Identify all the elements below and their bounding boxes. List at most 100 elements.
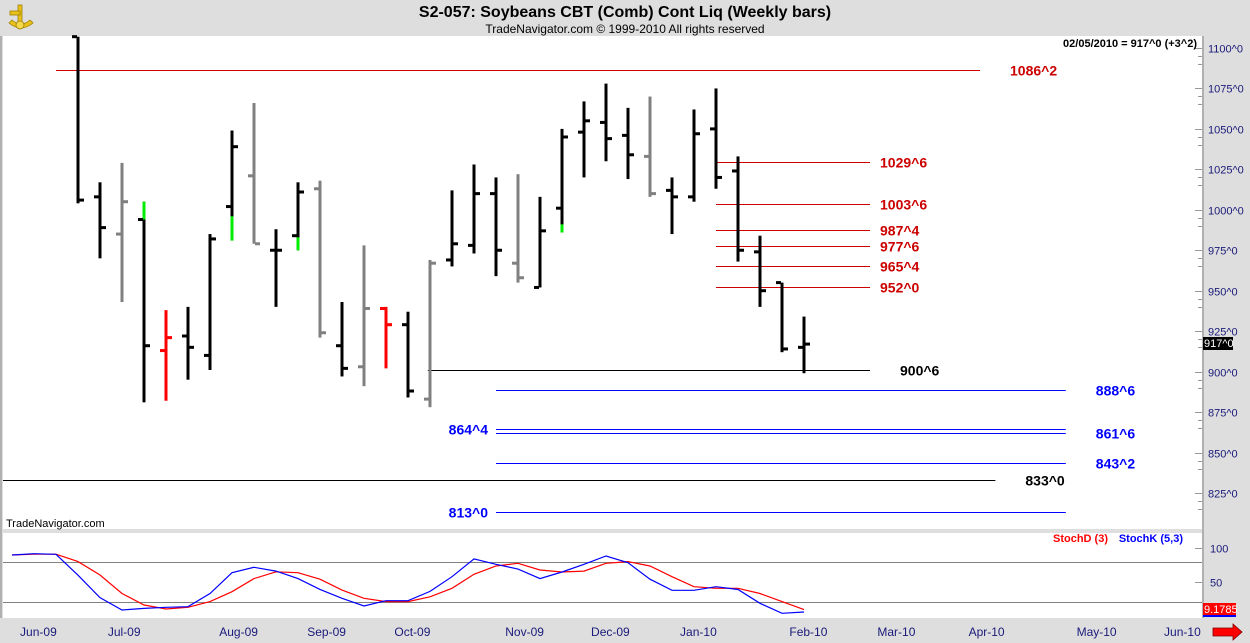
stoch-y-tick-label: 50 — [1210, 578, 1222, 590]
bar-open-tick — [776, 281, 781, 285]
x-tick-label: Jul-09 — [108, 625, 141, 639]
bar-range — [362, 245, 366, 387]
bar-range — [472, 164, 476, 254]
price-panel[interactable] — [3, 36, 1202, 529]
ohlc-bar — [402, 311, 414, 398]
bar-close-tick — [299, 190, 304, 194]
bar-open-tick — [556, 206, 561, 210]
title-bar: S2-057: Soybeans CBT (Comb) Cont Liq (We… — [0, 0, 1250, 36]
y-tick-label: 975^0 — [1208, 246, 1238, 258]
bar-open-tick — [138, 218, 143, 222]
bar-open-tick — [578, 130, 583, 134]
legend-stochd: StochD (3) — [1053, 533, 1108, 545]
stoch-panel[interactable] — [3, 533, 1202, 618]
bar-highlight — [296, 237, 300, 251]
x-tick-label: Jan-10 — [680, 625, 717, 639]
bar-close-tick — [321, 331, 326, 335]
bar-close-tick — [651, 192, 656, 196]
bar-range — [538, 196, 542, 288]
x-tick-label: Dec-09 — [591, 625, 630, 639]
level-label: 864^4 — [449, 422, 489, 438]
bar-open-tick — [644, 154, 649, 158]
bar-range — [494, 177, 498, 277]
date-axis: Jun-09 Jul-09 Aug-09 Sep-09 Oct-09 Nov-09 Dec-… — [20, 625, 1201, 639]
bar-open-tick — [182, 334, 187, 338]
bar-range — [692, 109, 696, 202]
last-stoch-badge — [1203, 603, 1236, 616]
ohlc-bar — [248, 103, 260, 246]
bar-close-tick — [585, 119, 590, 123]
level-label: 977^6 — [880, 239, 920, 255]
bar-close-tick — [255, 242, 260, 246]
ohlc-bar — [798, 316, 810, 374]
bar-open-tick — [534, 285, 539, 289]
ohlc-bar — [204, 234, 216, 370]
y-tick-label: 1000^0 — [1208, 206, 1244, 218]
level-label: 888^6 — [1096, 383, 1136, 399]
y-tick-label: 925^0 — [1208, 327, 1238, 339]
bar-close-tick — [387, 323, 392, 327]
bar-range — [76, 36, 80, 204]
scroll-right-arrow-icon[interactable] — [1212, 623, 1243, 641]
bar-close-tick — [761, 289, 766, 293]
ohlc-bar — [292, 182, 304, 251]
ohlc-bar — [578, 101, 590, 178]
ohlc-bar — [776, 281, 788, 353]
ohlc-bar — [358, 245, 370, 387]
ohlc-bar — [336, 302, 348, 377]
bar-open-tick — [402, 323, 407, 327]
bar-open-tick — [490, 192, 495, 196]
y-tick-label: 1025^0 — [1208, 165, 1244, 177]
bar-close-tick — [365, 306, 370, 310]
bar-range — [780, 282, 784, 353]
bar-close-tick — [805, 342, 810, 346]
ohlc-bar — [226, 130, 238, 241]
ohlc-bar — [710, 88, 722, 189]
level-label: 987^4 — [880, 223, 920, 239]
price-axis: 1100^0 1075^0 1050^0 1025^0 1000^0 975^0 950^0… — [1195, 44, 1244, 510]
bar-close-tick — [541, 229, 546, 233]
watermark: TradeNavigator.com — [6, 518, 105, 530]
bar-open-tick — [116, 232, 121, 236]
bar-range — [98, 182, 102, 259]
bar-range — [274, 229, 278, 307]
stoch-line-stochd — [11, 553, 805, 611]
bar-close-tick — [101, 226, 106, 230]
x-tick-label: Feb-10 — [789, 625, 827, 639]
bar-open-tick — [292, 234, 297, 238]
ohlc-bar — [380, 306, 392, 369]
ohlc-bar — [72, 35, 84, 204]
bar-open-tick — [754, 250, 759, 254]
bar-open-tick — [424, 397, 429, 401]
y-tick-label: 900^0 — [1208, 368, 1238, 380]
stoch-y-tick-label: 100 — [1210, 544, 1228, 556]
y-tick-label: 850^0 — [1208, 449, 1238, 461]
bar-range — [208, 234, 212, 370]
bar-range — [582, 101, 586, 178]
bar-open-tick — [710, 127, 715, 131]
y-tick-label: 1100^0 — [1208, 44, 1243, 56]
x-tick-label: Sep-09 — [307, 625, 346, 639]
bar-range — [384, 306, 388, 369]
level-label: 965^4 — [880, 259, 920, 275]
chart-title: S2-057: Soybeans CBT (Comb) Cont Liq (We… — [418, 4, 832, 21]
bar-range — [714, 88, 718, 189]
y-tick-label: 1050^0 — [1208, 125, 1244, 137]
bar-close-tick — [431, 261, 436, 265]
stochastic-panel: 100 50 — [3, 544, 1228, 614]
bar-close-tick — [563, 135, 568, 139]
bar-range — [296, 182, 300, 251]
bar-open-tick — [380, 306, 385, 310]
bar-range — [736, 156, 740, 262]
bar-close-tick — [233, 145, 238, 149]
bar-close-tick — [343, 366, 348, 370]
ohlc-bar — [556, 128, 568, 233]
bar-close-tick — [167, 336, 172, 340]
ohlc-bar — [534, 196, 546, 289]
bar-close-tick — [145, 344, 150, 348]
ohlc-bar — [512, 174, 524, 283]
ohlc-bar — [446, 190, 458, 267]
ohlc-bar — [270, 229, 282, 307]
y-tick-label: 950^0 — [1208, 287, 1238, 299]
